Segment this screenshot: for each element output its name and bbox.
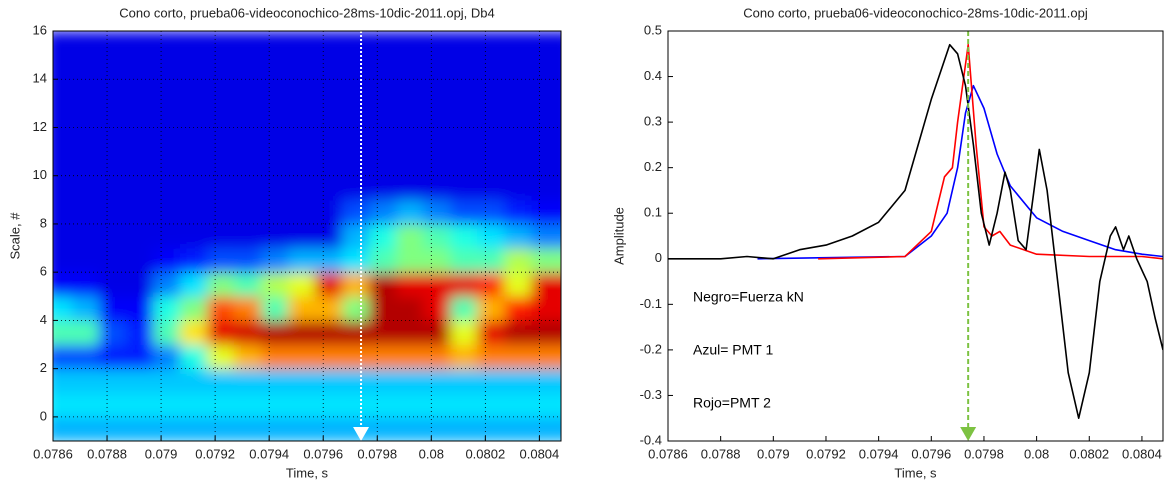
y-tick-label: 14	[33, 71, 47, 86]
x-tick-label: 0.0794	[249, 446, 289, 461]
y-tick-label: 0.3	[644, 114, 662, 129]
y-tick-label: 10	[33, 167, 47, 182]
x-tick-label: 0.0796	[911, 446, 951, 461]
x-axis-label: Time, s	[894, 465, 937, 480]
heatmap-cell	[531, 127, 561, 153]
heatmap-cell	[531, 248, 561, 273]
y-tick-label: 0	[40, 408, 47, 423]
marker-arrow	[960, 427, 977, 441]
heatmap-cell	[531, 151, 561, 177]
y-tick-label: -0.1	[640, 296, 662, 311]
heatmap-cell	[531, 296, 561, 321]
x-tick-label: 0.0792	[195, 446, 235, 461]
y-tick-label: -0.2	[640, 341, 662, 356]
x-axis-label: Time, s	[286, 465, 329, 480]
data-line	[757, 84, 1163, 260]
heatmap-cell	[531, 416, 561, 441]
y-tick-label: 0.1	[644, 205, 662, 220]
y-tick-label: 16	[33, 22, 47, 37]
heatmap-cell	[531, 272, 561, 297]
chart-panel: 0.0786 0.0788 0.079 0.0792 0.0794 0.0796 0.079…	[7, 5, 562, 480]
heatmap-cell	[531, 31, 561, 56]
y-axis-label: Amplitude	[611, 207, 626, 265]
y-tick-label: -0.4	[640, 432, 662, 447]
plot-frame	[667, 30, 1164, 442]
heatmap-cell	[531, 368, 561, 394]
heatmap-cell	[531, 103, 561, 128]
y-tick-label: 2	[40, 360, 47, 375]
x-tick-label: 0.0802	[1069, 446, 1109, 461]
y-tick-label: 0	[655, 250, 662, 265]
y-tick-label: 4	[40, 312, 47, 327]
heatmap-cell	[531, 223, 561, 249]
data-line	[668, 43, 1163, 419]
plot-frame	[52, 30, 562, 442]
x-tick-label: 0.079	[145, 446, 178, 461]
y-tick-label: 0.5	[644, 22, 662, 37]
y-tick-label: 8	[40, 215, 47, 230]
x-tick-label: 0.0792	[806, 446, 846, 461]
x-tick-label: 0.0804	[520, 446, 560, 461]
heatmap-cells	[53, 31, 561, 441]
x-tick-label: 0.0798	[964, 446, 1004, 461]
y-tick-label: -0.3	[640, 387, 662, 402]
annotation: Negro=Fuerza kN	[693, 289, 804, 305]
chart-title: Cono corto, prueba06-videoconochico-28ms…	[743, 5, 1088, 20]
heatmap-cell	[531, 199, 561, 225]
chart-panel: Negro=Fuerza kN Azul= PMT 1 Rojo=PMT 2 0.07…	[611, 5, 1164, 480]
heatmap-cell	[531, 320, 561, 346]
x-tick-label: 0.08	[419, 446, 444, 461]
y-axis-label: Scale, #	[7, 212, 22, 260]
y-tick-label: 0.4	[644, 68, 662, 83]
heatmap-cell	[531, 79, 561, 104]
chart-title: Cono corto, prueba06-videoconochico-28ms…	[119, 5, 495, 20]
annotation: Rojo=PMT 2	[693, 395, 771, 411]
marker-arrow	[353, 427, 370, 441]
x-tick-label: 0.0796	[303, 446, 343, 461]
x-tick-label: 0.0786	[33, 446, 73, 461]
x-tick-label: 0.0788	[701, 446, 741, 461]
heatmap-cell	[531, 392, 561, 418]
heatmap-cell	[531, 175, 561, 201]
y-tick-label: 6	[40, 264, 47, 279]
x-tick-label: 0.0794	[859, 446, 899, 461]
x-tick-label: 0.0802	[465, 446, 505, 461]
x-tick-label: 0.0804	[1122, 446, 1162, 461]
lines	[668, 43, 1163, 419]
heatmap-cell	[531, 344, 561, 370]
data-line	[818, 43, 1163, 260]
x-tick-label: 0.0788	[87, 446, 127, 461]
x-tick-label: 0.08	[1024, 446, 1049, 461]
x-tick-label: 0.079	[757, 446, 790, 461]
annotation: Azul= PMT 1	[693, 342, 773, 358]
heatmap	[53, 31, 561, 441]
y-tick-label: 0.2	[644, 159, 662, 174]
y-tick-label: 12	[33, 119, 47, 134]
x-tick-label: 0.0798	[357, 446, 397, 461]
x-tick-label: 0.0786	[648, 446, 688, 461]
heatmap-cell	[531, 55, 561, 80]
